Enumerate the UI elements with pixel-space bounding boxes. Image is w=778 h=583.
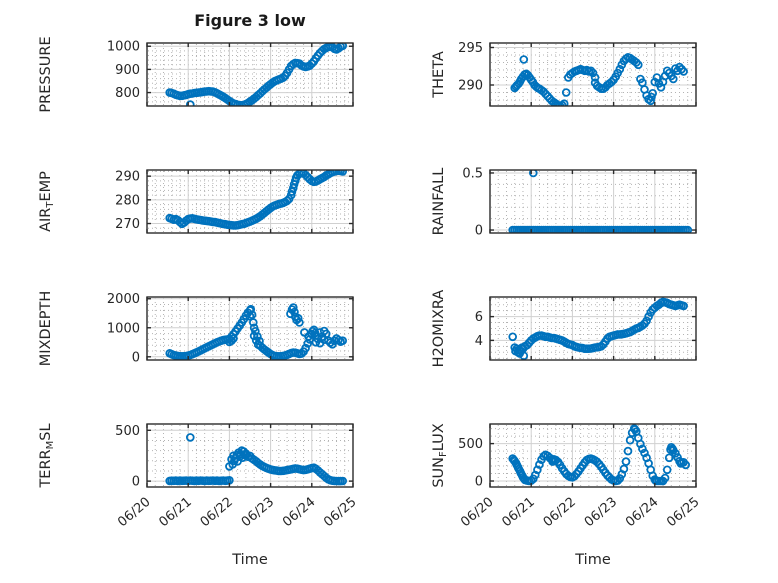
- y-tick-label: 0: [132, 475, 140, 490]
- y-tick-label: 900: [115, 63, 140, 78]
- scatter-points: [165, 170, 347, 230]
- x-tick-label: 06/21: [156, 495, 194, 531]
- x-tick-label: 06/22: [541, 495, 579, 531]
- axes-border: [489, 169, 697, 234]
- y-tick-label: 1000: [107, 40, 140, 55]
- subplot-air_temp: 270 280 290 AIRTEMP: [38, 169, 354, 234]
- y-axis-label: H2OMIXRA: [431, 290, 447, 368]
- y-tick-label: 295: [458, 41, 483, 56]
- x-tick-label: 06/22: [198, 495, 236, 531]
- tick-marks: [146, 43, 354, 106]
- y-tick-label: 1000: [107, 321, 140, 336]
- x-tick-label: 06/20: [458, 495, 496, 531]
- x-tick-label: 06/23: [239, 495, 277, 531]
- axes-border: [489, 296, 697, 361]
- y-tick-label: 4: [475, 334, 483, 349]
- y-tick-label: 280: [115, 193, 140, 208]
- x-tick-label: 06/21: [499, 495, 537, 531]
- scatter-points: [165, 43, 347, 106]
- y-axis-label: SUNFLUX: [431, 423, 449, 487]
- scatter-points: [508, 297, 688, 360]
- axes-border: [146, 42, 354, 107]
- subplot-rainfall: 0 0.5 RAINFALL: [431, 166, 697, 239]
- subplot-pressure: 800 900 1000 PRESSURE: [38, 36, 354, 113]
- subplot-h2omixra: 4 6 H2OMIXRA: [431, 290, 697, 368]
- tick-marks: [489, 424, 697, 487]
- x-tick-label: 06/25: [321, 495, 359, 531]
- axes-border: [489, 42, 697, 107]
- tick-marks: [489, 43, 697, 106]
- y-axis-label: PRESSURE: [38, 36, 54, 112]
- plot-background: [490, 170, 696, 233]
- x-axis-title-left: Time: [232, 552, 268, 568]
- scatter-points: [510, 52, 688, 106]
- subplot-mixdepth: 0 1000 2000 MIXDEPTH: [38, 291, 354, 367]
- y-tick-label: 0: [475, 224, 483, 239]
- axes-border: [146, 296, 354, 361]
- y-tick-label: 0.5: [462, 166, 483, 181]
- x-axis-title-right: Time: [575, 552, 611, 568]
- tick-marks: [146, 297, 354, 360]
- x-tick-label: 06/25: [664, 495, 702, 531]
- tick-marks: [489, 297, 697, 360]
- y-axis-label: TERRMSL: [38, 423, 56, 488]
- axes-border: [489, 423, 697, 488]
- y-axis-label: RAINFALL: [431, 168, 447, 236]
- y-tick-label: 0: [132, 350, 140, 365]
- tick-marks: [146, 424, 354, 487]
- axes-border: [146, 423, 354, 488]
- y-tick-label: 800: [115, 86, 140, 101]
- x-tick-label: 06/24: [623, 495, 661, 531]
- tick-marks: [146, 170, 354, 233]
- scatter-points: [165, 303, 348, 360]
- y-tick-label: 290: [458, 79, 483, 94]
- y-tick-label: 270: [115, 217, 140, 232]
- x-tick-label: 06/23: [582, 495, 620, 531]
- y-tick-label: 2000: [107, 292, 140, 307]
- x-tick-label: 06/20: [115, 495, 153, 531]
- y-tick-label: 0: [475, 475, 483, 490]
- axes-border: [146, 169, 354, 234]
- scatter-points: [508, 424, 690, 486]
- tick-marks: [489, 170, 697, 233]
- y-axis-label: MIXDEPTH: [38, 291, 54, 367]
- y-tick-label: 290: [115, 170, 140, 185]
- y-tick-label: 500: [458, 437, 483, 452]
- y-tick-label: 6: [475, 310, 483, 325]
- scatter-points: [508, 170, 693, 233]
- figure-title: Figure 3 low: [194, 11, 306, 30]
- y-tick-label: 500: [115, 424, 140, 439]
- y-axis-label: THETA: [431, 51, 447, 99]
- scatter-points: [165, 433, 348, 486]
- subplot-terr_msl: 0 500 06/20 06/21 06/22 06/23 06/24 06/25 TERRMS…: [38, 423, 360, 530]
- x-tick-label: 06/24: [280, 495, 318, 531]
- subplot-theta: 290 295 THETA: [431, 41, 697, 107]
- y-axis-label: AIRTEMP: [38, 171, 56, 232]
- subplot-sun_flux: 0 500 06/20 06/21 06/22 06/23 06/24 06/25 SUNFLU…: [431, 423, 703, 530]
